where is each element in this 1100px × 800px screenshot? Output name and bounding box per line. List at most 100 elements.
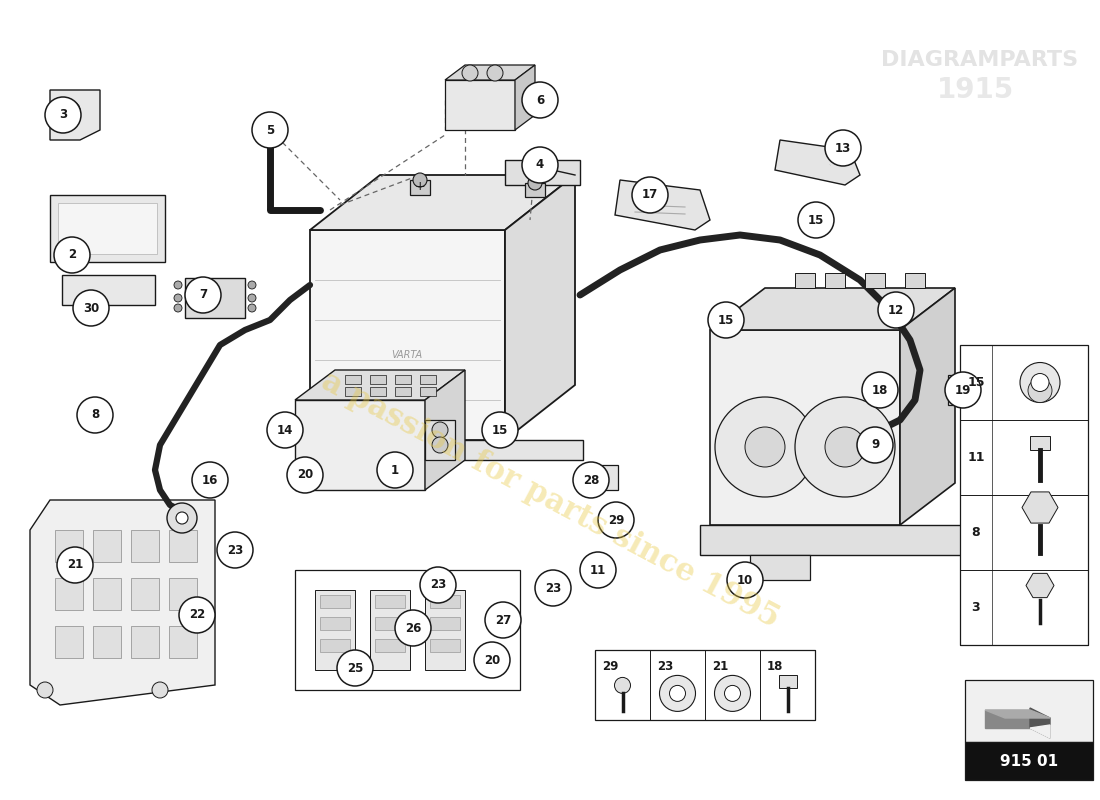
Circle shape [420,567,456,603]
Polygon shape [55,578,82,610]
Polygon shape [50,195,165,262]
Text: 7: 7 [199,289,207,302]
Text: 18: 18 [767,660,783,673]
Polygon shape [55,626,82,658]
Circle shape [432,437,448,453]
Text: 10: 10 [737,574,754,586]
Text: 11: 11 [590,563,606,577]
Circle shape [174,304,182,312]
Text: 12: 12 [888,303,904,317]
Text: 13: 13 [835,142,851,154]
Polygon shape [131,578,160,610]
Circle shape [64,102,80,118]
Polygon shape [505,160,580,185]
Circle shape [412,173,427,187]
Text: 14: 14 [277,423,294,437]
Polygon shape [430,617,460,630]
Polygon shape [169,626,197,658]
Polygon shape [320,595,350,608]
Circle shape [715,397,815,497]
Circle shape [725,686,740,702]
Circle shape [535,570,571,606]
Polygon shape [310,175,575,230]
Text: 3: 3 [971,601,980,614]
Text: 15: 15 [492,423,508,437]
Polygon shape [905,273,925,288]
Text: 5: 5 [266,123,274,137]
Text: 25: 25 [346,662,363,674]
Circle shape [955,384,967,396]
Polygon shape [960,345,1088,645]
Text: 19: 19 [955,383,971,397]
Polygon shape [320,617,350,630]
Polygon shape [595,650,815,720]
Polygon shape [825,273,845,288]
Polygon shape [30,500,214,705]
Circle shape [185,277,221,313]
Text: +: + [415,181,426,194]
Circle shape [945,372,981,408]
Text: 27: 27 [495,614,512,626]
Circle shape [252,112,288,148]
Text: DIAGRAMPARTS: DIAGRAMPARTS [881,50,1079,70]
Circle shape [528,176,542,190]
Polygon shape [984,710,1050,718]
Polygon shape [94,530,121,562]
Circle shape [54,237,90,273]
Polygon shape [410,180,430,195]
Text: 23: 23 [430,578,447,591]
Polygon shape [370,375,386,384]
Polygon shape [710,288,955,330]
Polygon shape [345,387,361,396]
Circle shape [248,304,256,312]
Polygon shape [430,595,460,608]
Circle shape [573,462,609,498]
Circle shape [1028,378,1052,402]
Polygon shape [295,370,465,400]
Polygon shape [58,203,157,254]
Circle shape [708,302,744,338]
Text: 11: 11 [967,451,984,464]
Text: ✕: ✕ [535,162,551,182]
Circle shape [192,462,228,498]
Polygon shape [425,590,465,670]
Circle shape [825,130,861,166]
Circle shape [632,177,668,213]
Circle shape [615,678,630,694]
Text: 15: 15 [967,376,984,389]
Polygon shape [446,65,535,80]
Text: 1915: 1915 [936,76,1013,104]
Polygon shape [375,617,405,630]
Polygon shape [1026,574,1054,598]
Polygon shape [50,90,100,140]
Text: 23: 23 [227,543,243,557]
Polygon shape [94,578,121,610]
Circle shape [267,412,303,448]
Polygon shape [965,742,1093,780]
Text: 20: 20 [484,654,500,666]
Circle shape [152,682,168,698]
Circle shape [857,427,893,463]
Text: 4: 4 [536,158,544,171]
Polygon shape [315,590,355,670]
Polygon shape [700,525,965,555]
Circle shape [262,120,278,136]
Circle shape [580,552,616,588]
Text: 2: 2 [68,249,76,262]
Text: ●: ● [63,100,81,120]
Polygon shape [420,387,436,396]
Polygon shape [395,387,411,396]
Text: VARTA: VARTA [392,350,422,360]
Circle shape [217,532,253,568]
Circle shape [77,397,113,433]
Text: 915 01: 915 01 [1000,754,1058,769]
Text: 17: 17 [642,189,658,202]
Circle shape [660,675,695,711]
Text: 3: 3 [59,109,67,122]
Circle shape [377,452,412,488]
Text: 15: 15 [807,214,824,226]
Text: 30: 30 [82,302,99,314]
Polygon shape [582,465,618,490]
Circle shape [474,642,510,678]
Polygon shape [965,680,1093,742]
